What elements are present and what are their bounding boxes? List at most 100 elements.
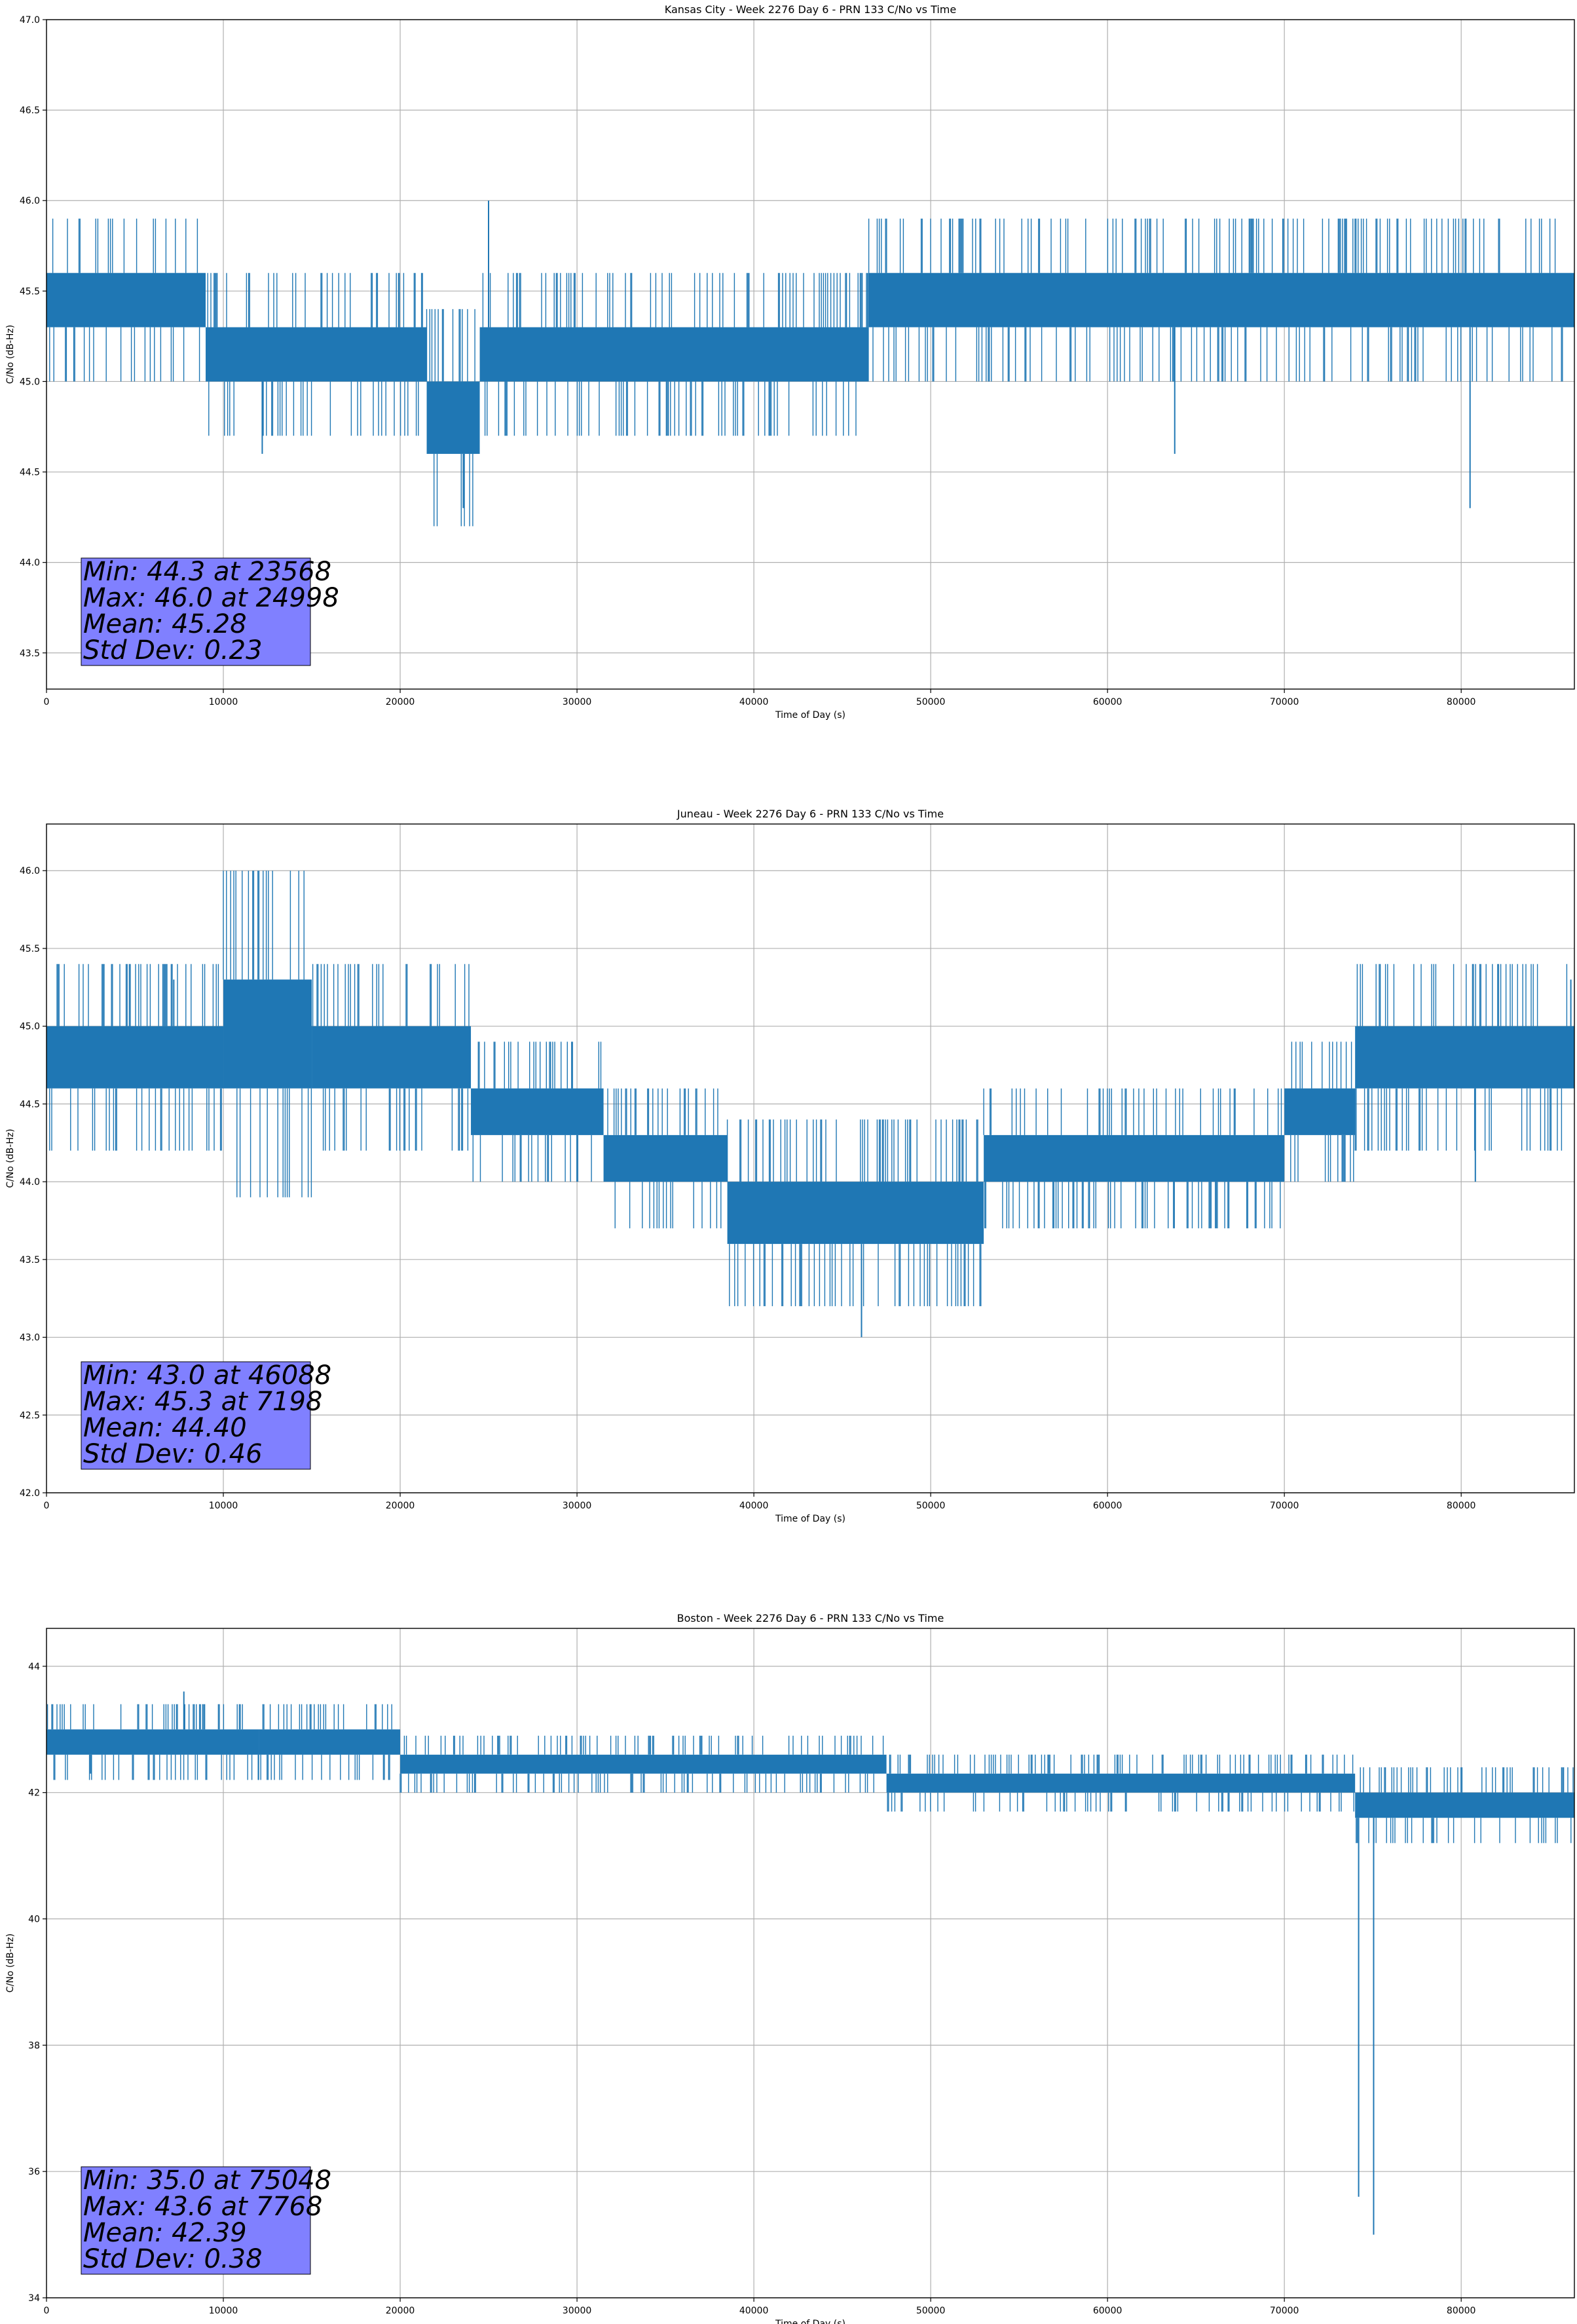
series-noise xyxy=(482,272,869,436)
stats-line: Min: 44.3 at 23568 xyxy=(83,557,331,587)
series-noise xyxy=(49,218,200,382)
y-tick-label: 44.5 xyxy=(20,1099,40,1110)
y-tick-label: 38 xyxy=(28,2040,40,2051)
stats-line: Mean: 42.39 xyxy=(83,2218,247,2248)
x-tick-label: 30000 xyxy=(563,1501,592,1511)
y-tick-label: 43.5 xyxy=(20,648,40,659)
series-band xyxy=(400,1754,887,1774)
stats-line: Max: 45.3 at 7198 xyxy=(83,1387,322,1417)
y-axis-label: C/No (dB-Hz) xyxy=(5,1129,16,1188)
series-band xyxy=(984,1134,1285,1182)
x-tick-label: 40000 xyxy=(739,697,769,707)
series-noise xyxy=(607,1088,722,1229)
x-tick-label: 60000 xyxy=(1093,2306,1122,2316)
x-tick-label: 10000 xyxy=(209,697,238,707)
series-band xyxy=(312,1026,472,1089)
y-tick-label: 46.0 xyxy=(20,866,40,876)
y-tick-label: 45.0 xyxy=(20,1022,40,1032)
x-tick-label: 20000 xyxy=(386,1501,415,1511)
series-band xyxy=(1355,1026,1574,1089)
stats-line: Std Dev: 0.38 xyxy=(83,2244,263,2274)
y-tick-label: 42.0 xyxy=(20,1488,40,1499)
series-noise xyxy=(312,964,470,1151)
axes-frame xyxy=(46,1628,1575,2298)
y-tick-label: 43.0 xyxy=(20,1333,40,1343)
series-band xyxy=(426,381,480,454)
y-tick-label: 44.0 xyxy=(20,1177,40,1188)
series-band xyxy=(471,1088,604,1135)
series-band xyxy=(868,272,1574,328)
x-tick-label: 10000 xyxy=(209,2306,238,2316)
stats-box-background xyxy=(81,557,311,666)
y-tick-label: 44.0 xyxy=(20,558,40,569)
series-band xyxy=(1355,1792,1574,1818)
x-tick-label: 70000 xyxy=(1270,2306,1299,2316)
y-tick-label: 45.5 xyxy=(20,286,40,297)
series-band xyxy=(46,1026,224,1089)
y-tick-label: 45.0 xyxy=(20,377,40,387)
x-tick-label: 10000 xyxy=(209,1501,238,1511)
y-tick-label: 44 xyxy=(28,1662,40,1672)
series-noise xyxy=(472,1041,602,1182)
series-band xyxy=(727,1182,984,1245)
x-tick-label: 80000 xyxy=(1447,1501,1476,1511)
chart-title: Boston - Week 2276 Day 6 - PRN 133 C/No … xyxy=(677,1612,944,1624)
x-tick-label: 0 xyxy=(44,1501,50,1511)
y-tick-label: 42.5 xyxy=(20,1410,40,1421)
y-tick-label: 46.5 xyxy=(20,105,40,116)
y-tick-label: 36 xyxy=(28,2167,40,2177)
x-tick-label: 70000 xyxy=(1270,697,1299,707)
chart-title: Juneau - Week 2276 Day 6 - PRN 133 C/No … xyxy=(677,808,944,820)
x-tick-label: 80000 xyxy=(1447,2306,1476,2316)
x-tick-label: 40000 xyxy=(739,2306,769,2316)
y-tick-label: 40 xyxy=(28,1915,40,1925)
x-tick-label: 30000 xyxy=(563,697,592,707)
series-noise xyxy=(983,1088,1282,1229)
series-band xyxy=(479,327,869,382)
series-noise xyxy=(426,309,475,527)
series-noise xyxy=(868,218,1563,382)
x-tick-label: 70000 xyxy=(1270,1501,1299,1511)
series-trace xyxy=(46,1691,1574,2235)
series-noise xyxy=(1356,1767,1574,1843)
charts-container: Kansas City - Week 2276 Day 6 - PRN 133 … xyxy=(5,3,1575,2324)
y-tick-label: 43.5 xyxy=(20,1255,40,1265)
x-tick-label: 50000 xyxy=(916,1501,946,1511)
stats-line: Mean: 45.28 xyxy=(83,609,247,639)
x-tick-label: 0 xyxy=(44,697,50,707)
x-tick-label: 80000 xyxy=(1447,697,1476,707)
x-tick-label: 60000 xyxy=(1093,1501,1122,1511)
x-axis-label: Time of Day (s) xyxy=(775,2319,845,2324)
series-noise xyxy=(399,1735,884,1793)
series-band xyxy=(886,1773,1356,1793)
series-noise xyxy=(726,1119,982,1307)
y-tick-label: 44.5 xyxy=(20,468,40,478)
chart-title: Kansas City - Week 2276 Day 6 - PRN 133 … xyxy=(665,3,956,16)
series-noise xyxy=(1290,1041,1354,1182)
axes-frame xyxy=(46,823,1575,1493)
series-noise xyxy=(46,1704,259,1780)
x-tick-label: 60000 xyxy=(1093,697,1122,707)
chart-panel-1: Kansas City - Week 2276 Day 6 - PRN 133 … xyxy=(5,3,1575,721)
y-tick-label: 47.0 xyxy=(20,15,40,26)
x-tick-label: 40000 xyxy=(739,1501,769,1511)
stats-line: Mean: 44.40 xyxy=(83,1413,247,1443)
chart-panel-2: Juneau - Week 2276 Day 6 - PRN 133 C/No … xyxy=(5,808,1575,1524)
x-tick-label: 30000 xyxy=(563,2306,592,2316)
stats-line: Min: 35.0 at 75048 xyxy=(83,2165,331,2196)
series-band xyxy=(46,272,206,328)
series-noise xyxy=(223,871,312,1197)
stats-line: Std Dev: 0.23 xyxy=(83,635,263,665)
stats-line: Max: 43.6 at 7768 xyxy=(83,2192,322,2222)
series-band xyxy=(603,1134,728,1182)
series-band xyxy=(1284,1088,1356,1135)
series-band xyxy=(46,1729,259,1755)
series-noise xyxy=(887,1754,1354,1812)
x-tick-label: 50000 xyxy=(916,697,946,707)
series-band xyxy=(206,327,427,382)
y-axis-label: C/No (dB-Hz) xyxy=(5,325,16,384)
